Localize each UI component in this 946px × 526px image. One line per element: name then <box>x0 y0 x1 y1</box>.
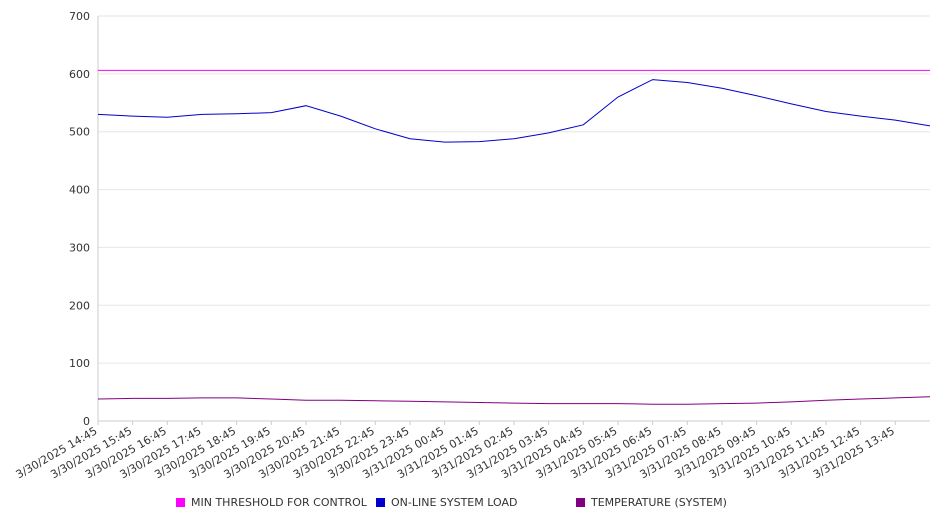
legend-swatch-min-threshold <box>176 498 185 507</box>
legend-label-min-threshold: MIN THRESHOLD FOR CONTROL <box>191 496 367 509</box>
legend: MIN THRESHOLD FOR CONTROL ON-LINE SYSTEM… <box>0 496 946 516</box>
legend-label-temperature: TEMPERATURE (SYSTEM) <box>591 496 727 509</box>
y-tick-label: 400 <box>69 184 90 197</box>
y-tick-label: 600 <box>69 68 90 81</box>
legend-label-system-load: ON-LINE SYSTEM LOAD <box>391 496 518 509</box>
y-tick-label: 700 <box>69 10 90 23</box>
series-line-2 <box>97 396 931 405</box>
y-tick-label: 500 <box>69 126 90 139</box>
line-chart: 0 100 200 300 400 500 600 700 3/30/2025 14:453/… <box>14 10 931 481</box>
y-axis-ticks: 0 100 200 300 400 500 600 700 <box>69 10 90 428</box>
y-tick-label: 300 <box>69 241 90 254</box>
y-tick-label: 200 <box>69 299 90 312</box>
legend-swatch-system-load <box>376 498 385 507</box>
x-axis-ticks: 3/30/2025 14:453/30/2025 15:453/30/2025 … <box>14 421 897 481</box>
legend-item-min-threshold[interactable]: MIN THRESHOLD FOR CONTROL <box>176 496 367 509</box>
gridlines <box>98 15 930 422</box>
legend-item-temperature[interactable]: TEMPERATURE (SYSTEM) <box>576 496 727 509</box>
legend-item-system-load[interactable]: ON-LINE SYSTEM LOAD <box>376 496 517 509</box>
y-tick-label: 100 <box>69 357 90 370</box>
legend-swatch-temperature <box>576 498 585 507</box>
series-lines <box>97 69 931 405</box>
y-tick-label: 0 <box>83 415 90 428</box>
series-line-1 <box>97 79 931 143</box>
